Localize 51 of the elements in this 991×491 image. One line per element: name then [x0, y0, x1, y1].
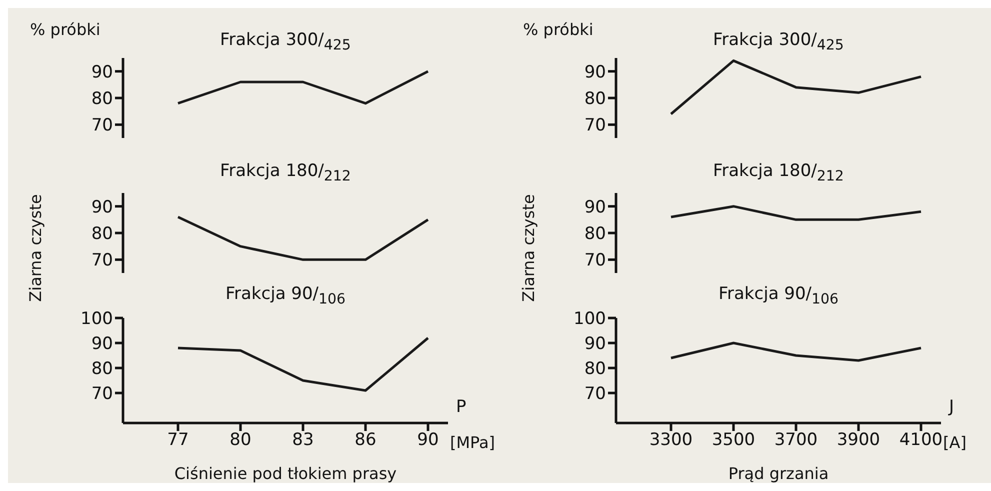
chart-title: Frakcja 90/$_{106}$ [717, 284, 840, 308]
text: [A] [943, 433, 966, 452]
text: P [456, 397, 466, 417]
y-tick-label: 80 [91, 224, 113, 244]
line-series [670, 205, 922, 221]
x-tick-label: 86 [354, 430, 376, 450]
y-tick-label: 80 [584, 89, 606, 110]
chart-title: Frakcja 300/$_{425}$ [712, 30, 845, 54]
x-tick-label: 3500 [712, 430, 756, 450]
y-tick-label: 90 [91, 197, 113, 218]
y-axis-title: % próbki [30, 20, 100, 39]
y-tick-label: 90 [584, 334, 606, 354]
y-tick-label: 100 [80, 309, 113, 330]
x-tick-label: 3900 [836, 430, 880, 450]
x-axis-title: Ciśnienie pod tłokiem prasy [174, 464, 397, 483]
y-tick-label: 80 [91, 89, 113, 110]
x-tick-label: 90 [417, 430, 439, 450]
chart-title: Frakcja 300/$_{425}$ [219, 30, 352, 54]
chart-title: Frakcja 180/$_{212}$ [712, 161, 845, 184]
x-tick-label: 77 [167, 430, 189, 450]
chart-title: Frakcja 90/$_{106}$ [224, 284, 347, 308]
y-axis-title: Ziarna czyste [26, 193, 46, 304]
x-tick-label: 80 [230, 430, 252, 450]
y-tick-label: 70 [584, 116, 606, 136]
y-tick-label: 70 [584, 384, 606, 404]
y-tick-label: 70 [584, 250, 606, 271]
line-series [670, 342, 922, 362]
y-tick-label: 100 [574, 309, 606, 330]
text: [MPa] [450, 433, 496, 452]
text: J [949, 397, 954, 417]
y-axis-title: Ziarna czyste [519, 193, 539, 304]
y-tick-label: 70 [91, 384, 113, 404]
line-series [176, 336, 430, 392]
y-tick-label: 90 [91, 334, 113, 354]
y-tick-label: 80 [91, 359, 113, 380]
y-tick-label: 90 [584, 62, 606, 82]
line-series [176, 216, 430, 261]
y-tick-label: 80 [584, 359, 606, 380]
line-series [670, 59, 922, 116]
y-tick-label: 90 [91, 62, 113, 82]
y-axis-title: % próbki [523, 20, 594, 39]
x-tick-label: 83 [292, 430, 314, 450]
y-tick-label: 80 [584, 224, 606, 244]
x-axis-title: Prąd grzania [728, 464, 829, 483]
chart-title: Frakcja 180/$_{212}$ [219, 161, 352, 184]
x-tick-label: 3300 [649, 430, 693, 450]
x-tick-label: 3700 [774, 430, 818, 450]
y-tick-label: 90 [584, 197, 606, 218]
y-tick-label: 70 [91, 250, 113, 271]
x-tick-label: 4100 [899, 430, 943, 450]
y-tick-label: 70 [91, 116, 113, 136]
